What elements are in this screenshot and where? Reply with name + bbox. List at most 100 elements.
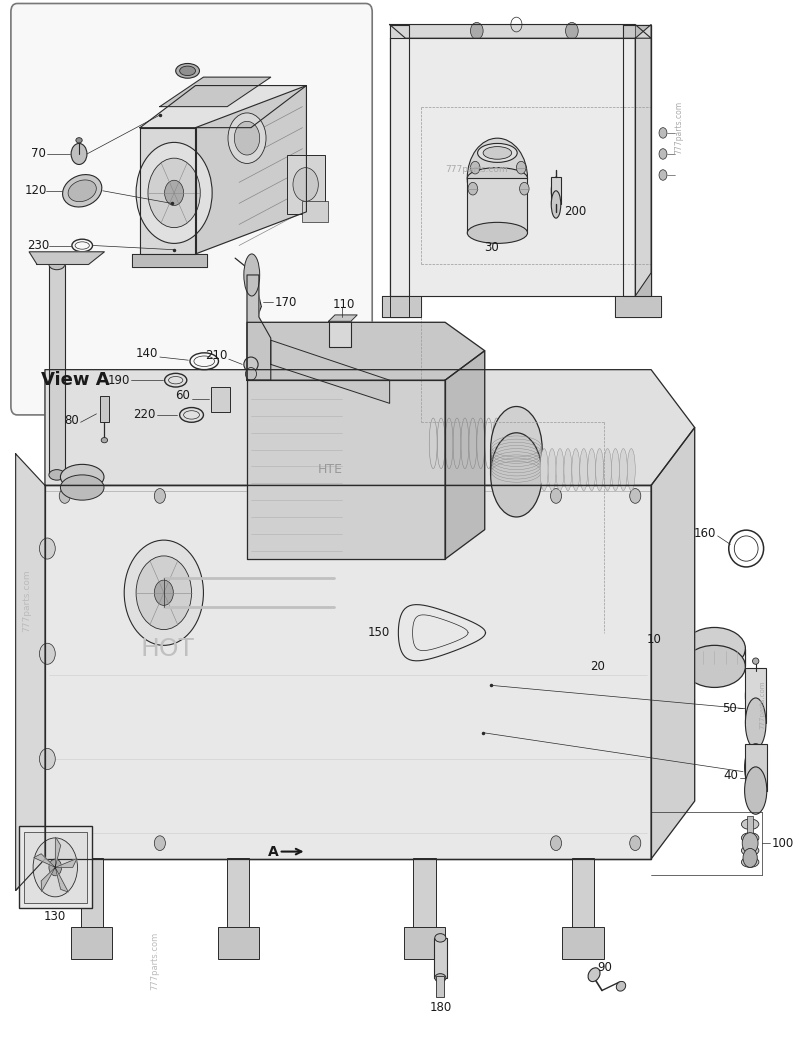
Polygon shape (140, 128, 195, 254)
Ellipse shape (746, 698, 766, 748)
Text: 100: 100 (771, 837, 794, 849)
Text: 180: 180 (430, 1001, 451, 1014)
Bar (329, 322, 351, 346)
Polygon shape (29, 252, 104, 265)
Ellipse shape (434, 934, 446, 942)
Ellipse shape (742, 819, 759, 829)
Circle shape (59, 488, 70, 503)
Text: 60: 60 (175, 389, 190, 402)
Polygon shape (390, 296, 409, 318)
Ellipse shape (49, 469, 65, 480)
Polygon shape (329, 315, 357, 322)
Ellipse shape (180, 66, 195, 76)
Text: 160: 160 (694, 528, 716, 540)
Polygon shape (623, 24, 651, 296)
Polygon shape (247, 275, 270, 380)
Ellipse shape (478, 143, 517, 162)
Text: 90: 90 (598, 961, 613, 974)
Ellipse shape (745, 767, 766, 814)
Ellipse shape (611, 448, 619, 491)
Text: 110: 110 (333, 298, 355, 311)
Polygon shape (45, 369, 694, 485)
Ellipse shape (596, 448, 603, 491)
Ellipse shape (244, 357, 258, 371)
Circle shape (136, 142, 212, 244)
Circle shape (293, 168, 318, 202)
Ellipse shape (76, 137, 82, 142)
Bar (100, 396, 109, 422)
Ellipse shape (746, 671, 766, 722)
Polygon shape (247, 380, 445, 559)
Bar (71, 927, 112, 959)
Ellipse shape (603, 448, 611, 491)
Polygon shape (34, 853, 55, 867)
Ellipse shape (551, 191, 561, 218)
Text: HTE: HTE (318, 463, 342, 476)
Polygon shape (445, 350, 485, 559)
Circle shape (59, 836, 70, 850)
Text: 200: 200 (564, 206, 586, 218)
Circle shape (659, 128, 667, 138)
Polygon shape (45, 485, 651, 859)
Text: 130: 130 (44, 910, 66, 923)
Polygon shape (390, 38, 635, 296)
Ellipse shape (467, 223, 527, 244)
Text: 120: 120 (25, 185, 47, 197)
Polygon shape (55, 838, 61, 867)
Ellipse shape (753, 658, 759, 665)
Bar (218, 927, 259, 959)
Ellipse shape (62, 174, 102, 207)
Text: HOT: HOT (140, 636, 194, 660)
Text: 170: 170 (274, 295, 297, 309)
Ellipse shape (627, 448, 635, 491)
Text: 777parts.com: 777parts.com (22, 570, 31, 632)
Bar (467, 178, 527, 233)
Polygon shape (635, 24, 651, 296)
Circle shape (154, 488, 166, 503)
Ellipse shape (490, 406, 542, 491)
Bar (19, 826, 92, 908)
Polygon shape (635, 24, 651, 296)
Ellipse shape (61, 464, 104, 490)
Circle shape (148, 158, 200, 228)
Text: 150: 150 (367, 627, 390, 639)
Bar (286, 155, 325, 214)
Polygon shape (160, 77, 270, 107)
Polygon shape (132, 254, 207, 267)
Text: 230: 230 (26, 239, 49, 252)
Ellipse shape (616, 981, 626, 991)
Circle shape (519, 183, 529, 195)
Ellipse shape (551, 177, 561, 205)
Bar (434, 938, 446, 978)
Ellipse shape (61, 475, 104, 500)
Ellipse shape (742, 832, 759, 843)
Ellipse shape (596, 591, 643, 665)
Bar (23, 831, 87, 903)
Ellipse shape (588, 448, 596, 491)
Circle shape (39, 644, 55, 665)
Bar (562, 927, 603, 959)
Circle shape (633, 260, 641, 270)
Polygon shape (140, 85, 306, 128)
Circle shape (633, 228, 641, 238)
Circle shape (470, 22, 483, 39)
Ellipse shape (212, 388, 228, 405)
Text: 40: 40 (723, 769, 738, 783)
Ellipse shape (564, 448, 572, 491)
Circle shape (71, 143, 87, 165)
Bar (436, 976, 444, 997)
Ellipse shape (742, 857, 759, 867)
Bar (210, 386, 230, 411)
Text: 70: 70 (31, 148, 46, 160)
Bar (49, 265, 65, 475)
Text: 777parts.com: 777parts.com (150, 932, 159, 991)
Ellipse shape (742, 845, 759, 856)
Bar (414, 858, 435, 929)
Circle shape (165, 180, 184, 206)
Polygon shape (195, 85, 306, 254)
Circle shape (517, 161, 526, 174)
Circle shape (633, 70, 641, 80)
Circle shape (136, 556, 191, 630)
Ellipse shape (745, 744, 766, 791)
Bar (302, 202, 328, 223)
